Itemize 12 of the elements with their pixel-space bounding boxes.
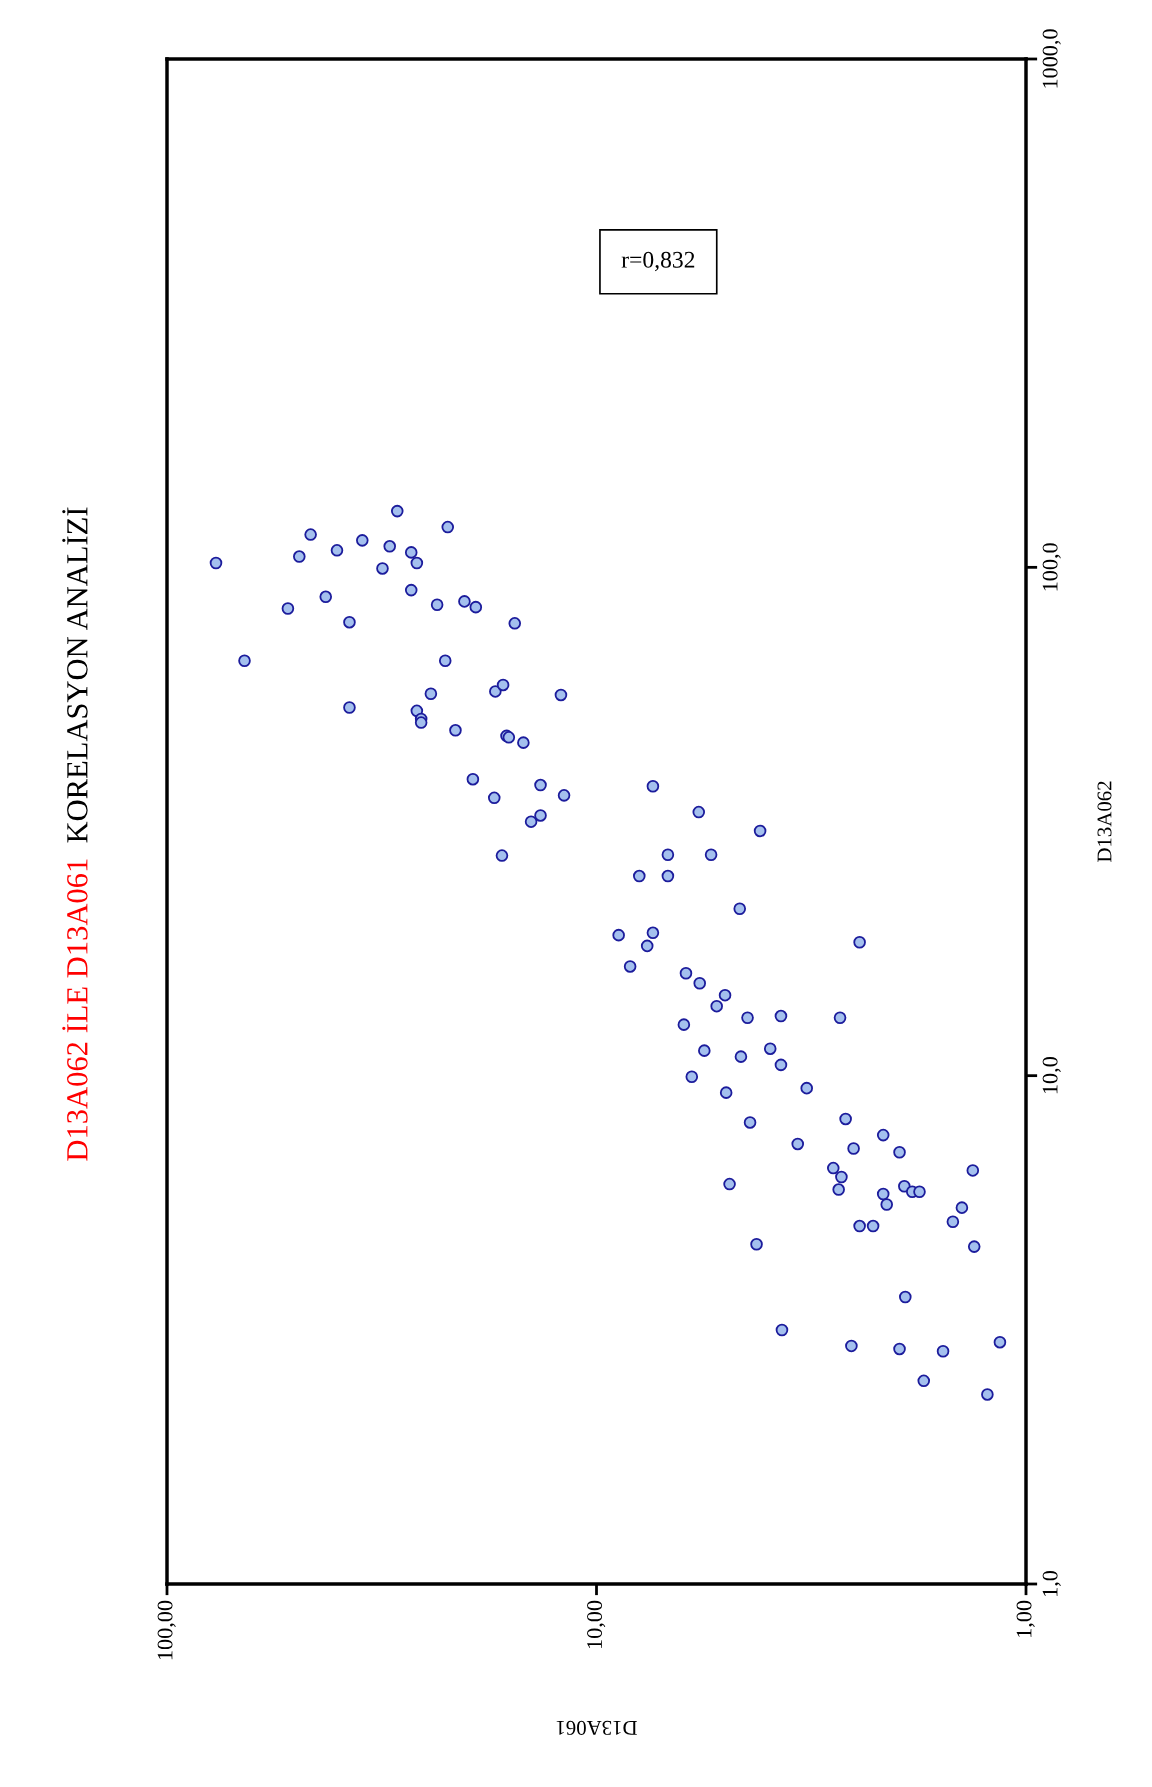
- y-tick-label: 10,0: [1042, 1057, 1061, 1094]
- y-tick-label: 100,0: [1042, 543, 1061, 591]
- text: D13A062 İLE D13A061: [62, 859, 88, 1161]
- x-axis-title: D13A061: [556, 1720, 637, 1735]
- y-tick-label: 1000,0: [1042, 29, 1061, 88]
- y-axis-title: D13A062: [1097, 781, 1112, 862]
- annotation: r=0,832: [621, 251, 695, 272]
- x-tick-label: 1,00: [1016, 1600, 1035, 1637]
- y-tick-label: 1,0: [1042, 1570, 1061, 1596]
- x-tick-label: 100,00: [157, 1600, 176, 1660]
- text: KORELASYON ANALİZİ: [62, 507, 88, 843]
- x-tick-label: 10,00: [587, 1600, 606, 1649]
